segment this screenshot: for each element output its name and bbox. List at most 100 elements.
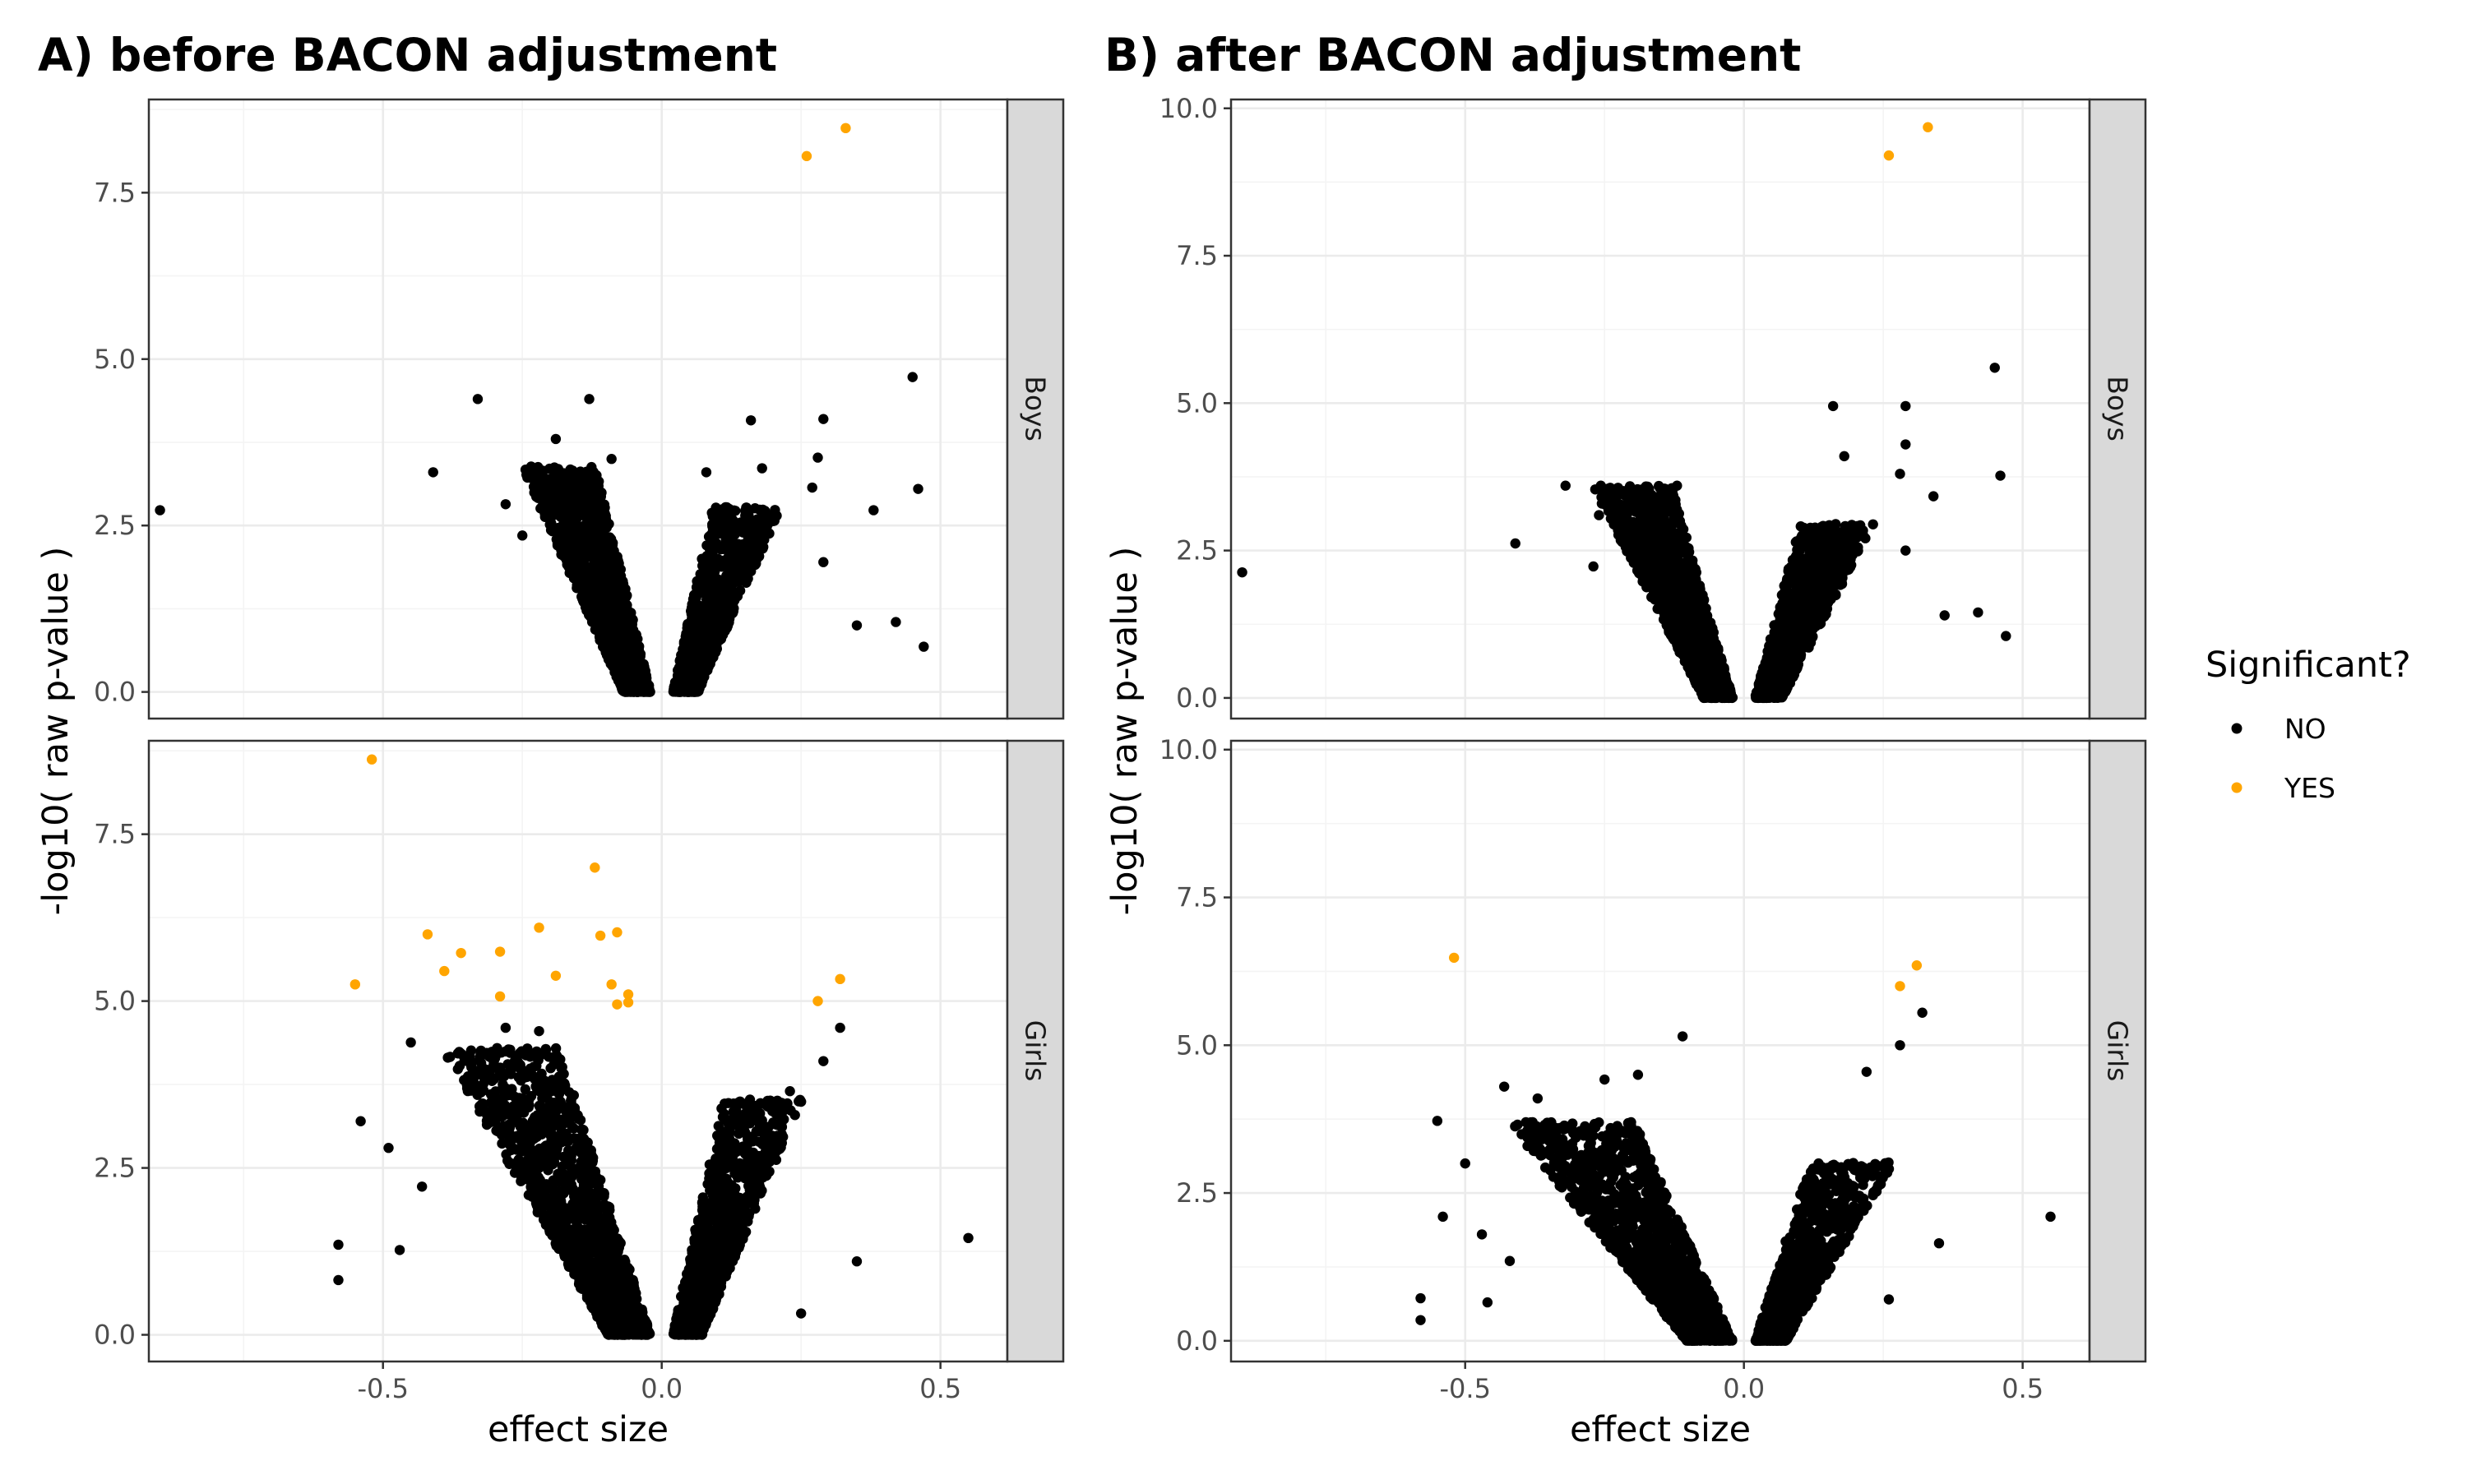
point-no (730, 529, 740, 539)
point-no (677, 651, 687, 661)
point-no (521, 469, 531, 479)
point-no (428, 467, 438, 477)
point-no (891, 617, 900, 626)
point-no (610, 659, 620, 669)
point-no (614, 562, 624, 572)
point-no (465, 1051, 474, 1061)
point-no (552, 508, 562, 518)
point-no (599, 571, 609, 580)
point-no (556, 1097, 566, 1107)
point-no (752, 554, 761, 564)
point-no (759, 534, 769, 544)
point-no (721, 1174, 731, 1184)
point-no (717, 504, 727, 514)
point-no (710, 578, 720, 588)
point-no (558, 1069, 568, 1079)
point-no (701, 580, 711, 589)
point-no (473, 394, 483, 404)
point-no (595, 512, 605, 522)
panel-a-boys: Boys 0.02.55.07.5 (94, 99, 1063, 719)
point-no (584, 394, 594, 404)
point-no (632, 655, 641, 665)
point-no (747, 529, 757, 539)
point-no (643, 682, 653, 692)
point-no (489, 1103, 499, 1112)
point-no (580, 525, 590, 534)
point-no (738, 1146, 748, 1156)
point-no (818, 414, 828, 423)
chart-title-b: B) after BACON adjustment (1104, 29, 1801, 81)
point-no (602, 636, 612, 646)
point-no (707, 546, 717, 556)
point-no (771, 511, 781, 520)
point-no (818, 557, 828, 567)
point-no (501, 499, 511, 509)
point-no (605, 535, 615, 545)
point-no (724, 617, 734, 627)
point-no (714, 1121, 724, 1130)
point-no (455, 1061, 465, 1070)
point-no (625, 687, 635, 696)
y-tick-label: 0.0 (94, 677, 136, 708)
point-no (541, 1044, 551, 1054)
point-no (581, 480, 590, 490)
point-no (589, 469, 599, 478)
point-no (737, 521, 747, 531)
point-no (606, 454, 616, 464)
point-no (632, 630, 641, 640)
y-ticks-a-boys: 0.02.55.07.5 (94, 177, 149, 707)
panel-a-boys-points (155, 123, 928, 697)
point-no (760, 1099, 770, 1109)
point-no (808, 483, 817, 492)
point-no (746, 415, 756, 425)
point-no (593, 487, 603, 497)
point-no (531, 1047, 541, 1056)
point-no (710, 562, 720, 571)
point-no (497, 1112, 507, 1121)
point-no (748, 1131, 757, 1141)
point-no (693, 642, 703, 652)
point-no (621, 673, 631, 682)
point-no (567, 565, 577, 575)
point-no (632, 644, 642, 654)
point-no (602, 650, 612, 659)
point-no (577, 497, 587, 506)
point-no (639, 672, 649, 682)
point-no (586, 537, 596, 547)
y-tick-label: 7.5 (94, 177, 136, 208)
point-no (729, 506, 739, 515)
point-no (502, 1156, 512, 1166)
point-no (567, 483, 576, 493)
point-no (545, 1063, 555, 1073)
point-no (685, 687, 695, 696)
point-no (584, 609, 594, 619)
point-no (689, 599, 699, 608)
point-no (727, 594, 737, 604)
point-no (573, 546, 583, 556)
point-no (559, 528, 569, 538)
point-no (482, 1116, 492, 1126)
point-no (616, 622, 626, 632)
point-no (546, 525, 556, 535)
point-no (492, 1043, 502, 1053)
point-no (593, 524, 603, 534)
point-no (733, 567, 743, 577)
point-no (558, 490, 567, 500)
point-no (757, 463, 767, 473)
point-no (919, 641, 928, 651)
point-no (606, 599, 616, 609)
point-no (913, 483, 923, 493)
point-no (509, 1061, 519, 1071)
point-no (743, 552, 752, 562)
point-no (734, 544, 743, 554)
point-no (757, 1186, 766, 1195)
point-no (704, 1168, 714, 1178)
point-no (597, 608, 607, 617)
point-no (772, 1130, 782, 1140)
point-no (617, 583, 627, 593)
point-no (908, 372, 918, 381)
point-no (549, 462, 559, 472)
point-no (607, 610, 617, 620)
